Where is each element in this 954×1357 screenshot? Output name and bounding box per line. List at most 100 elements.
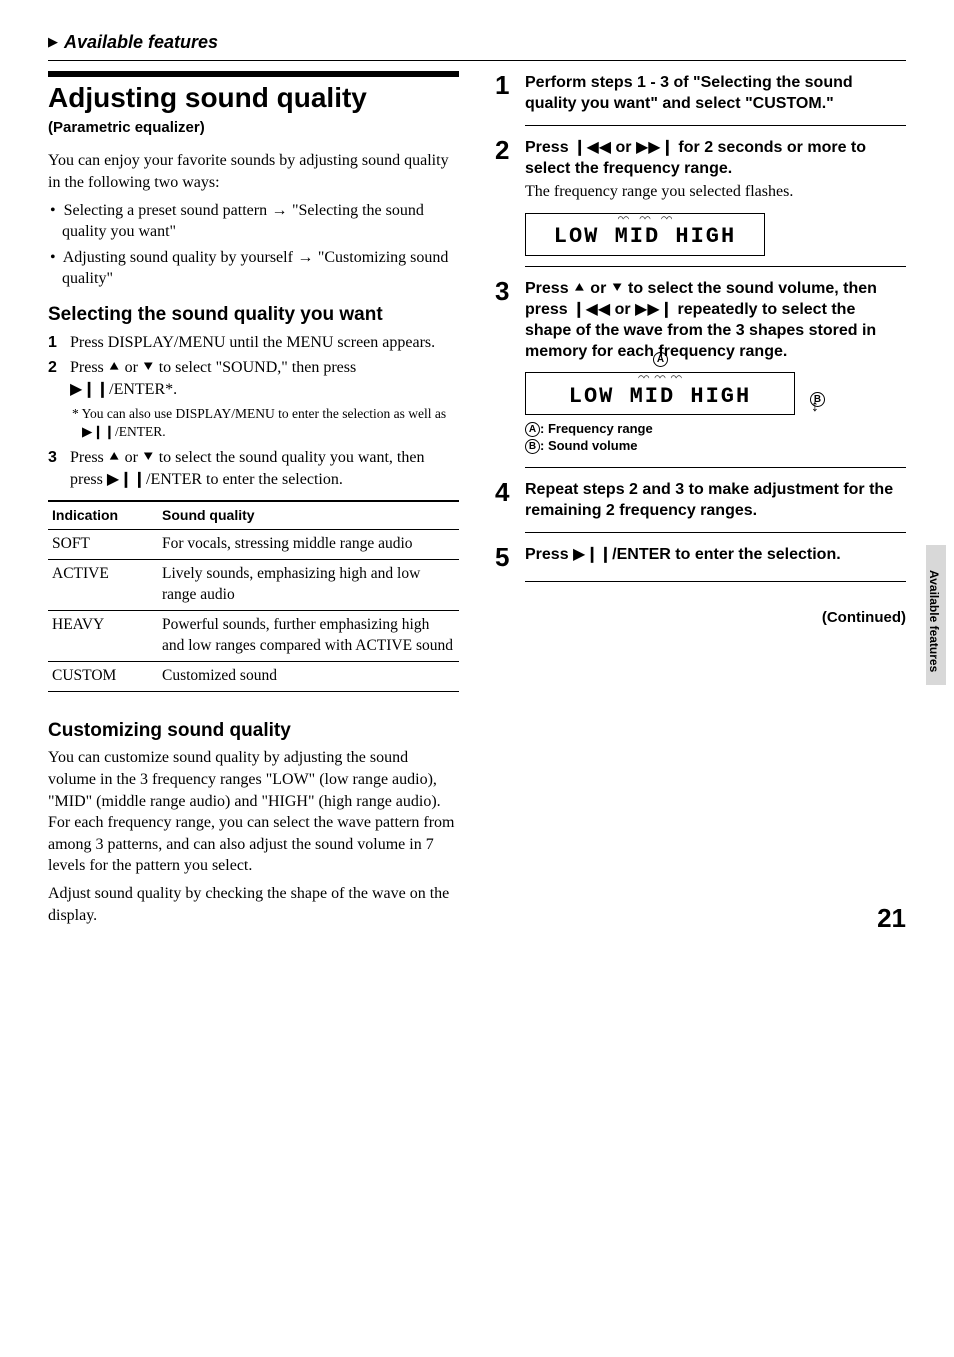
td: CUSTOM bbox=[48, 661, 158, 691]
pause-icon: ❙❙ bbox=[82, 381, 109, 398]
step-item: 3 Press ⯅ or ⯆ to select the sound quali… bbox=[48, 447, 459, 490]
down-icon: ⯆ bbox=[142, 359, 155, 376]
arrow-icon: → bbox=[293, 249, 318, 266]
title-bar bbox=[48, 71, 459, 77]
step-body: Press ⯅ or ⯆ to select "SOUND," then pre… bbox=[70, 357, 459, 400]
key-a: A: Frequency range bbox=[525, 421, 906, 438]
big-step-body: Press ▶❙❙/ENTER to enter the selection. bbox=[525, 543, 906, 572]
step-item: 1 Press DISPLAY/MENU until the MENU scre… bbox=[48, 332, 459, 354]
circ-a-icon: A bbox=[525, 422, 540, 437]
big-step-lead: Perform steps 1 - 3 of "Selecting the so… bbox=[525, 73, 906, 115]
prev-icon: ❙◀◀ bbox=[573, 139, 611, 156]
table-row: SOFTFor vocals, stressing middle range a… bbox=[48, 530, 459, 560]
t: Press bbox=[525, 280, 573, 297]
footnote: * You can also use DISPLAY/MENU to enter… bbox=[48, 405, 459, 441]
td: HEAVY bbox=[48, 610, 158, 661]
t: or bbox=[586, 280, 611, 297]
key-b: B: Sound volume bbox=[525, 438, 906, 455]
next-icon: ▶▶❙ bbox=[635, 301, 673, 318]
big-step-lead: Repeat steps 2 and 3 to make adjustment … bbox=[525, 480, 906, 522]
step-number: 2 bbox=[48, 357, 70, 400]
bullet-pre: Selecting a preset sound pattern bbox=[64, 202, 268, 219]
step-number: 1 bbox=[48, 332, 70, 354]
td: Customized sound bbox=[158, 661, 459, 691]
big-step-lead: Press ▶❙❙/ENTER to enter the selection. bbox=[525, 545, 906, 566]
section-header: ▶ Available features bbox=[48, 30, 906, 54]
big-step-body: Perform steps 1 - 3 of "Selecting the so… bbox=[525, 71, 906, 115]
t: or bbox=[610, 301, 635, 318]
step-body: Press ⯅ or ⯆ to select the sound quality… bbox=[70, 447, 459, 490]
t: : Sound volume bbox=[540, 438, 638, 453]
big-step: 4 Repeat steps 2 and 3 to make adjustmen… bbox=[495, 478, 906, 522]
header-rule bbox=[48, 60, 906, 61]
t: or bbox=[121, 449, 142, 466]
td: ACTIVE bbox=[48, 559, 158, 610]
th-quality: Sound quality bbox=[158, 501, 459, 529]
step-rule bbox=[525, 581, 906, 582]
big-step: 1 Perform steps 1 - 3 of "Selecting the … bbox=[495, 71, 906, 115]
big-step-number: 4 bbox=[495, 478, 525, 522]
t: /ENTER to enter the selection. bbox=[612, 546, 840, 563]
arrow-icon: → bbox=[267, 202, 292, 219]
page-title: Adjusting sound quality bbox=[48, 83, 459, 114]
label-a-icon: A bbox=[653, 352, 668, 367]
lcd-display-1: ⌒⌒ ⌒⌒ ⌒⌒ LOW MID HIGH bbox=[525, 213, 765, 256]
customize-paragraph-2: Adjust sound quality by checking the sha… bbox=[48, 883, 459, 926]
td: For vocals, stressing middle range audio bbox=[158, 530, 459, 560]
t: Press bbox=[70, 359, 108, 376]
pause-icon: ❙❙ bbox=[585, 546, 612, 563]
subheading-customize: Customizing sound quality bbox=[48, 720, 459, 742]
big-step: 3 Press ⯅ or ⯆ to select the sound volum… bbox=[495, 277, 906, 362]
play-icon: ▶ bbox=[573, 546, 585, 563]
t: or bbox=[611, 139, 636, 156]
two-column-layout: Adjusting sound quality (Parametric equa… bbox=[48, 71, 906, 932]
pause-icon: ❙❙ bbox=[119, 471, 146, 488]
t: or bbox=[121, 359, 142, 376]
big-step-rest: The frequency range you selected flashes… bbox=[525, 181, 906, 203]
page-number: 21 bbox=[877, 901, 906, 936]
step-rule bbox=[525, 125, 906, 126]
section-header-title: Available features bbox=[64, 30, 218, 54]
intro-paragraph: You can enjoy your favorite sounds by ad… bbox=[48, 150, 459, 193]
label-b-icon: B bbox=[810, 392, 825, 407]
table-row: CUSTOMCustomized sound bbox=[48, 661, 459, 691]
right-column: 1 Perform steps 1 - 3 of "Selecting the … bbox=[495, 71, 906, 932]
step-rule bbox=[525, 266, 906, 267]
page-subtitle: (Parametric equalizer) bbox=[48, 118, 459, 138]
up-icon: ⯅ bbox=[108, 359, 121, 376]
lcd-text: LOW MID HIGH bbox=[536, 222, 754, 252]
t: Press bbox=[525, 546, 573, 563]
left-column: Adjusting sound quality (Parametric equa… bbox=[48, 71, 459, 932]
big-step-body: Press ⯅ or ⯆ to select the sound volume,… bbox=[525, 277, 906, 362]
t: Press bbox=[525, 139, 573, 156]
bullet-item: • Selecting a preset sound pattern → "Se… bbox=[48, 200, 459, 243]
circ-b-icon: B bbox=[525, 439, 540, 454]
down-icon: ⯆ bbox=[611, 280, 624, 297]
lcd-display-2-wrap: A ⌒⌒ ⌒⌒ ⌒⌒ LOW MID HIGH ↕ B bbox=[525, 372, 825, 415]
prev-icon: ❙◀◀ bbox=[572, 301, 610, 318]
big-step-number: 5 bbox=[495, 543, 525, 572]
t: Press bbox=[70, 449, 108, 466]
customize-paragraph-1: You can customize sound quality by adjus… bbox=[48, 747, 459, 877]
bullet-pre: Adjusting sound quality by yourself bbox=[63, 249, 293, 266]
lcd-text: LOW MID HIGH bbox=[536, 382, 784, 412]
subheading-select: Selecting the sound quality you want bbox=[48, 304, 459, 326]
td: Lively sounds, emphasizing high and low … bbox=[158, 559, 459, 610]
down-icon: ⯆ bbox=[142, 449, 155, 466]
td: SOFT bbox=[48, 530, 158, 560]
up-icon: ⯅ bbox=[108, 449, 121, 466]
continued-label: (Continued) bbox=[495, 608, 906, 628]
table-row: ACTIVELively sounds, emphasizing high an… bbox=[48, 559, 459, 610]
big-step-lead: Press ⯅ or ⯆ to select the sound volume,… bbox=[525, 279, 906, 362]
bullet-item: • Adjusting sound quality by yourself → … bbox=[48, 247, 459, 290]
t: /ENTER*. bbox=[109, 381, 177, 398]
step-body: Press DISPLAY/MENU until the MENU screen… bbox=[70, 332, 459, 354]
step-rule bbox=[525, 467, 906, 468]
up-icon: ⯅ bbox=[573, 280, 586, 297]
t: to select "SOUND," then press bbox=[155, 359, 356, 376]
play-icon: ▶ bbox=[107, 471, 119, 488]
t: /ENTER to enter the selection. bbox=[146, 471, 343, 488]
big-step-number: 2 bbox=[495, 136, 525, 203]
lcd-display-2: ⌒⌒ ⌒⌒ ⌒⌒ LOW MID HIGH bbox=[525, 372, 795, 415]
step-rule bbox=[525, 532, 906, 533]
